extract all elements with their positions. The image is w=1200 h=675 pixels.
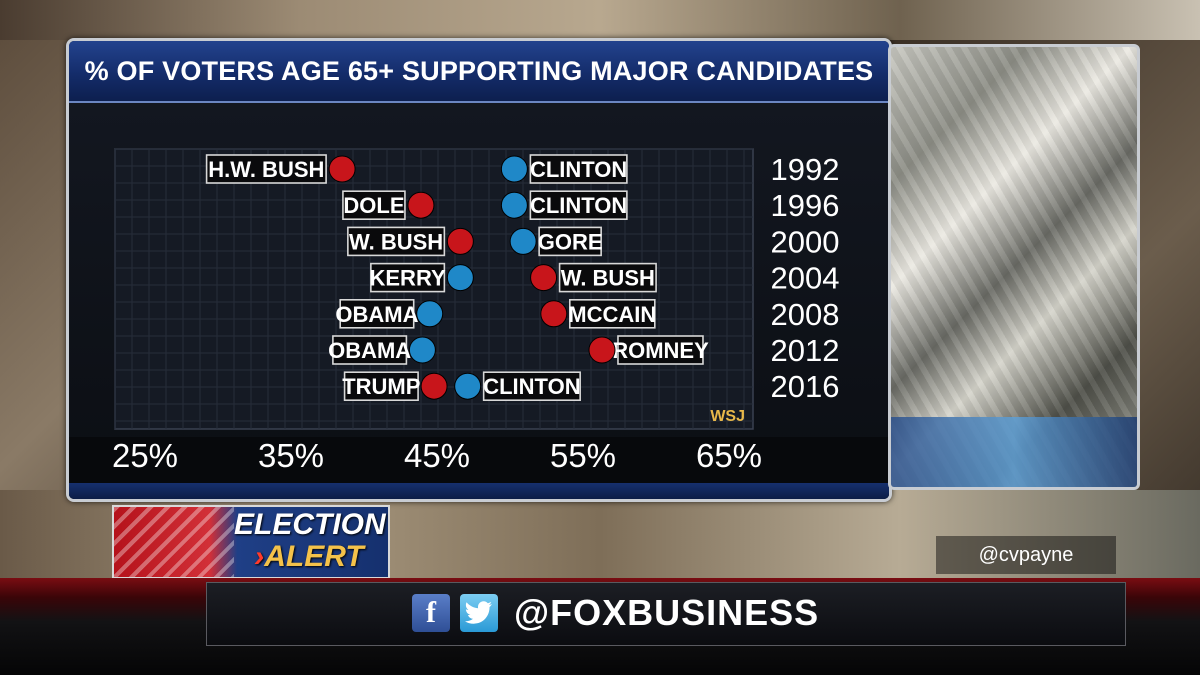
social-handle: @FOXBUSINESS [514,592,820,633]
republican-dot [407,191,435,219]
x-tick-label: 65% [696,437,762,474]
democrat-dot [446,264,474,292]
x-axis-band [69,437,889,483]
chart-title: % OF VOTERS AGE 65+ SUPPORTING MAJOR CAN… [69,41,889,103]
candidate-label-box [529,154,628,184]
thumbnail-bottom [891,417,1137,487]
year-label: 2004 [771,261,840,296]
thumbnail-image [888,44,1140,490]
year-label: 1992 [771,152,840,187]
republican-dot [588,336,616,364]
election-alert-badge: ELECTION ›ALERT [112,505,390,579]
chart-panel: % OF VOTERS AGE 65+ SUPPORTING MAJOR CAN… [66,38,892,502]
background-top [0,0,1200,40]
candidate-label: CLINTON [530,193,627,218]
republican-dot [446,227,474,255]
democrat-dot [408,336,436,364]
candidate-label-box [342,190,406,220]
candidate-label: W. BUSH [561,266,655,291]
candidate-label-box [339,299,415,329]
chart-svg: H.W. BUSH CLINTON 1992 DOLE CLINTON 1996 W. BU… [69,148,889,483]
chevron-right-icon: › [254,540,265,573]
facebook-icon: f [412,594,450,632]
chart-area: H.W. BUSH CLINTON 1992 DOLE CLINTON 1996 W. BU… [69,103,889,499]
alert-line2: ›ALERT [234,541,384,573]
candidate-label: OBAMA [328,338,411,363]
candidate-label: TRUMP [342,374,420,399]
candidate-label-box [558,262,657,293]
candidate-label: MCCAIN [568,302,656,327]
x-tick-label: 45% [404,437,470,474]
alert-line2-text: ALERT [264,540,364,573]
candidate-label-box [343,371,419,402]
social-bar: f @FOXBUSINESS [412,592,819,634]
candidate-label-box [347,226,446,257]
candidate-label-box [617,335,704,365]
democrat-dot [454,372,482,400]
democrat-dot [509,227,537,255]
candidate-label-box [370,262,446,293]
candidate-label: KERRY [370,266,447,291]
year-label: 2016 [771,369,840,404]
host-handle: @cvpayne [936,536,1116,574]
candidate-label-box [568,299,656,329]
candidate-label: GORE [538,229,603,254]
republican-dot [328,155,356,183]
candidate-label-box [482,371,581,402]
candidate-label-box [205,154,327,184]
x-tick-label: 25% [112,437,178,474]
year-label: 1996 [771,188,840,223]
thumbnail-texture [891,47,1137,487]
candidate-label-box [538,226,602,257]
democrat-dot [500,191,528,219]
alert-line1: ELECTION [234,508,386,541]
republican-dot [530,264,558,292]
candidate-label: CLINTON [483,374,580,399]
candidate-label: CLINTON [530,157,627,182]
republican-dot [540,300,568,328]
source-label: WSJ [710,408,745,425]
year-label: 2008 [771,297,840,332]
year-label: 2000 [771,224,840,259]
ticker-inner [206,582,1126,646]
candidate-label: DOLE [343,193,404,218]
democrat-dot [416,300,444,328]
year-label: 2012 [771,333,840,368]
candidate-label: OBAMA [335,302,418,327]
candidate-label: W. BUSH [349,229,443,254]
candidate-label: ROMNEY [612,338,709,363]
republican-dot [420,372,448,400]
candidate-label: H.W. BUSH [208,157,324,182]
candidate-label-box [332,335,408,365]
alert-stripes [114,507,234,577]
democrat-dot [500,155,528,183]
twitter-bird-icon [465,601,492,624]
x-tick-label: 55% [550,437,616,474]
twitter-icon [460,594,498,632]
x-tick-label: 35% [258,437,324,474]
panel-bottom-bar [69,483,889,499]
candidate-label-box [529,190,628,220]
